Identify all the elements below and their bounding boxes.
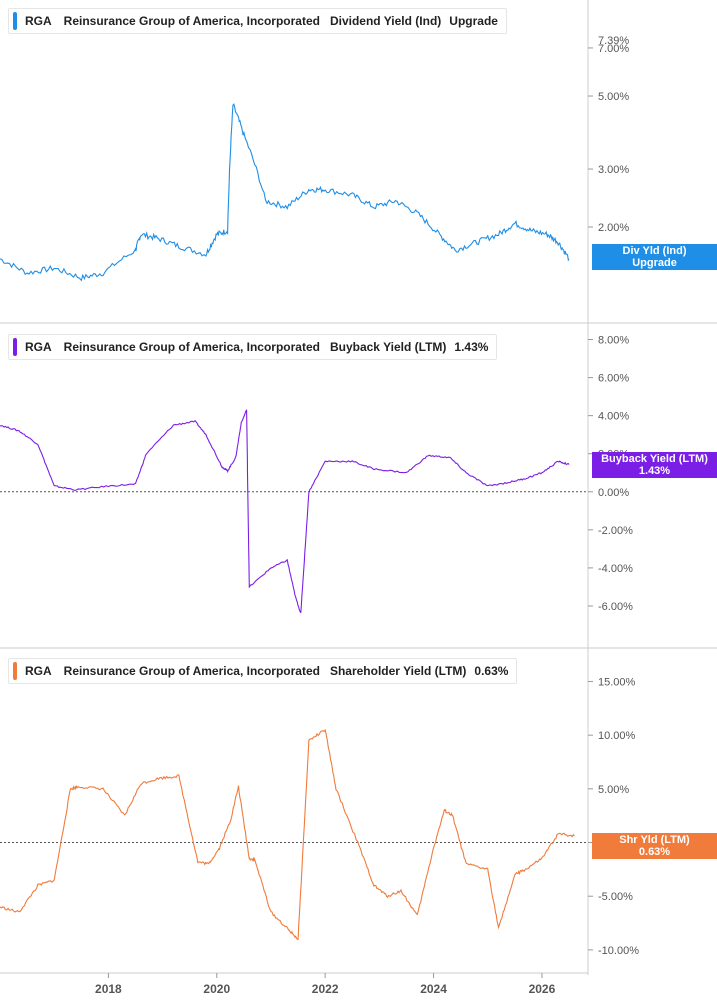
dividend-value-tag: Div Yld (Ind) Upgrade: [592, 244, 717, 270]
dividend-swatch: [13, 12, 17, 30]
tag-label: Shr Yld (LTM): [619, 834, 690, 846]
y-tick-label: 3.00%: [598, 164, 629, 176]
y-top-label: 7.39%: [598, 35, 629, 47]
legend-ticker: RGA: [25, 664, 52, 678]
shareholder-value-tag: Shr Yld (LTM) 0.63%: [592, 833, 717, 859]
y-tick-label: -10.00%: [598, 945, 639, 957]
series-line: [0, 103, 570, 282]
y-tick-label: 5.00%: [598, 91, 629, 103]
series-line: [0, 409, 570, 614]
tag-value: 0.63%: [638, 846, 671, 858]
y-tick-label: 2.00%: [598, 222, 629, 234]
legend-ticker: RGA: [25, 340, 52, 354]
dividend-legend: RGA Reinsurance Group of America, Incorp…: [8, 8, 507, 34]
y-tick-label: -2.00%: [598, 525, 633, 537]
y-tick-label: -5.00%: [598, 891, 633, 903]
legend-ticker: RGA: [25, 14, 52, 28]
x-tick-label: 2020: [203, 982, 230, 996]
y-tick-label: 5.00%: [598, 784, 629, 796]
legend-company: Reinsurance Group of America, Incorporat…: [63, 664, 320, 678]
buyback-value-tag: Buyback Yield (LTM) 1.43%: [592, 452, 717, 478]
legend-metric: Buyback Yield (LTM): [329, 340, 447, 354]
y-tick-label: -4.00%: [598, 563, 633, 575]
y-tick-label: 7.00%: [598, 43, 629, 55]
y-tick-label: 6.00%: [598, 373, 629, 385]
legend-company: Reinsurance Group of America, Incorporat…: [63, 340, 320, 354]
tag-value: 1.43%: [638, 465, 671, 477]
buyback-legend: RGA Reinsurance Group of America, Incorp…: [8, 334, 498, 360]
series-line: [0, 728, 575, 941]
y-tick-label: 4.00%: [598, 411, 629, 423]
legend-metric: Shareholder Yield (LTM): [329, 664, 467, 678]
x-tick-label: 2024: [420, 982, 447, 996]
buyback-swatch: [13, 338, 17, 356]
legend-company: Reinsurance Group of America, Incorporat…: [63, 14, 320, 28]
y-tick-label: 15.00%: [598, 676, 636, 688]
y-tick-label: -6.00%: [598, 601, 633, 613]
y-tick-label: 0.00%: [598, 487, 629, 499]
tag-label: Buyback Yield (LTM): [601, 453, 708, 465]
y-tick-label: 10.00%: [598, 730, 636, 742]
legend-value: 0.63%: [474, 664, 509, 678]
legend-value[interactable]: Upgrade: [449, 14, 498, 28]
x-tick-label: 2018: [95, 982, 122, 996]
x-tick-label: 2026: [529, 982, 556, 996]
x-tick-label: 2022: [312, 982, 339, 996]
shareholder-swatch: [13, 662, 17, 680]
shareholder-legend: RGA Reinsurance Group of America, Incorp…: [8, 658, 518, 684]
y-tick-label: 8.00%: [598, 335, 629, 347]
legend-value: 1.43%: [454, 340, 489, 354]
tag-label: Div Yld (Ind): [622, 245, 687, 257]
tag-value[interactable]: Upgrade: [632, 257, 677, 269]
legend-metric: Dividend Yield (Ind): [329, 14, 442, 28]
